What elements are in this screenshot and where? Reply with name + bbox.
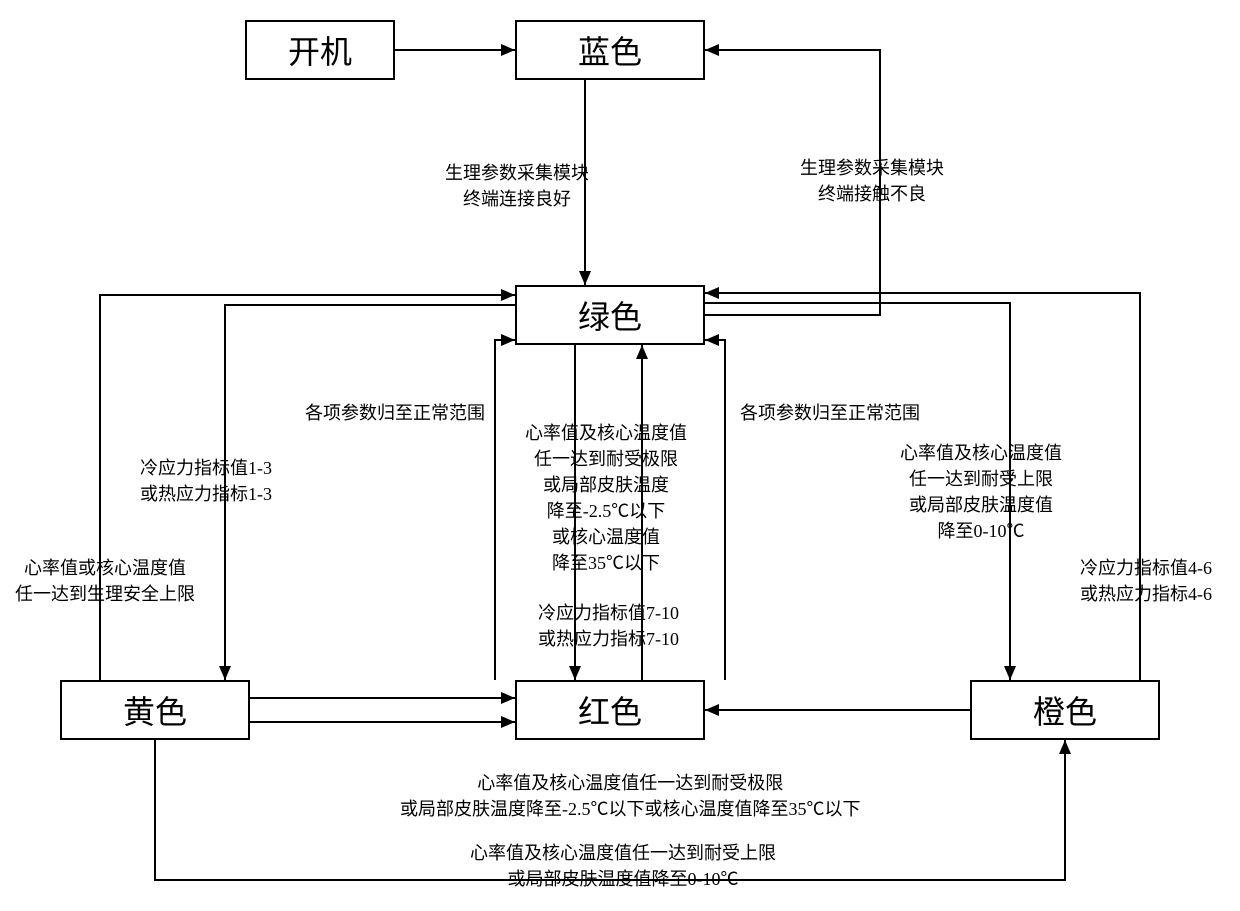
- node-green-label: 绿色: [578, 292, 642, 338]
- label-green-blue: 生理参数采集模块 终端接触不良: [800, 155, 944, 207]
- label-green-yellow: 冷应力指标值1-3 或热应力指标1-3: [140, 455, 272, 507]
- label-blue-green: 生理参数采集模块 终端连接良好: [445, 160, 589, 212]
- label-yellow-green: 心率值或核心温度值 任一达到生理安全上限: [15, 555, 195, 607]
- node-yellow: 黄色: [60, 680, 250, 740]
- node-yellow-label: 黄色: [123, 687, 187, 733]
- label-red-small: 冷应力指标值7-10 或热应力指标7-10: [538, 600, 679, 652]
- label-normal-left: 各项参数归至正常范围: [305, 400, 485, 426]
- label-green-red: 心率值及核心温度值 任一达到耐受极限 或局部皮肤温度 降至-2.5℃以下 或核心…: [525, 420, 687, 577]
- node-orange: 橙色: [970, 680, 1160, 740]
- node-green: 绿色: [515, 285, 705, 345]
- label-bottom-red: 心率值及核心温度值任一达到耐受极限 或局部皮肤温度降至-2.5℃以下或核心温度值…: [400, 770, 861, 822]
- node-start-label: 开机: [288, 27, 352, 73]
- label-bottom-orange: 心率值及核心温度值任一达到耐受上限 或局部皮肤温度值降至0-10℃: [470, 840, 776, 892]
- node-orange-label: 橙色: [1033, 687, 1097, 733]
- node-blue: 蓝色: [515, 20, 705, 80]
- node-start: 开机: [245, 20, 395, 80]
- label-orange-green: 冷应力指标值4-6 或热应力指标4-6: [1080, 555, 1212, 607]
- node-red: 红色: [515, 680, 705, 740]
- node-blue-label: 蓝色: [578, 27, 642, 73]
- label-normal-right: 各项参数归至正常范围: [740, 400, 920, 426]
- node-red-label: 红色: [578, 687, 642, 733]
- label-green-orange: 心率值及核心温度值 任一达到耐受上限 或局部皮肤温度值 降至0-10℃: [900, 440, 1062, 544]
